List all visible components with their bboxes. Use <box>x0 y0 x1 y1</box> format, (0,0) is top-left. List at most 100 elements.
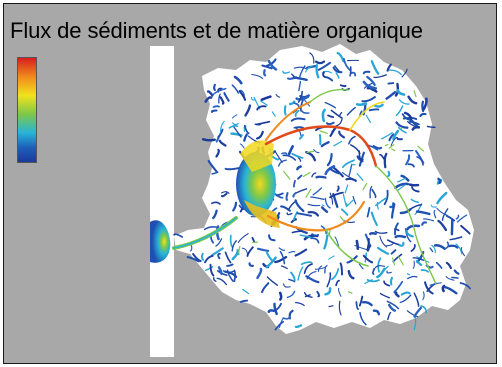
tributary-stream <box>239 143 245 149</box>
tributary-stream <box>413 292 420 307</box>
tributary-stream <box>366 279 380 283</box>
tributary-stream <box>232 122 239 126</box>
tributary-stream <box>424 281 434 295</box>
tributary-stream <box>419 112 427 118</box>
tributary-stream <box>288 250 296 254</box>
tributary-stream <box>297 156 302 162</box>
tributary-stream <box>329 126 337 137</box>
tributary-stream <box>366 244 372 252</box>
tributary-stream <box>239 299 249 303</box>
tributary-stream <box>316 290 321 298</box>
tributary-stream <box>324 265 328 274</box>
reservoir-flux <box>236 152 276 216</box>
tributary-stream <box>405 224 421 231</box>
tributary-stream <box>358 263 364 270</box>
tributary-stream <box>310 237 320 244</box>
tributary-stream <box>338 300 342 316</box>
tributary-stream <box>456 214 468 223</box>
tributary-stream <box>267 59 278 71</box>
tributary-stream <box>322 71 326 78</box>
tributary-stream <box>369 231 377 236</box>
tributary-stream <box>277 159 287 167</box>
tributary-stream <box>230 132 243 137</box>
tributary-stream <box>335 72 340 79</box>
tributary-stream <box>359 311 367 326</box>
tributary-stream <box>215 148 220 158</box>
tributary-stream <box>394 291 400 298</box>
tributary-stream <box>412 260 415 269</box>
tributary-stream <box>294 109 300 117</box>
tributary-stream <box>386 63 392 72</box>
tributary-stream <box>285 192 289 201</box>
tributary-stream <box>445 276 455 281</box>
tributary-stream <box>315 63 320 79</box>
tributary-stream <box>219 120 225 134</box>
tributary-stream <box>374 265 386 269</box>
tributary-stream <box>218 139 227 147</box>
tributary-stream <box>358 295 364 307</box>
tributary-stream <box>215 238 223 247</box>
tributary-stream <box>385 91 397 100</box>
tributary-stream <box>231 84 240 94</box>
tributary-stream <box>392 257 396 266</box>
tributary-stream <box>400 174 410 182</box>
tributary-stream <box>408 183 420 187</box>
tributary-stream <box>313 149 320 154</box>
tributary-stream <box>358 150 364 163</box>
tributary-stream <box>315 175 327 179</box>
tributary-stream <box>377 257 382 273</box>
tributary-stream <box>297 266 304 281</box>
tributary-stream <box>274 320 284 331</box>
tributary-stream <box>386 300 400 310</box>
tributary-stream <box>397 126 407 134</box>
tributary-stream <box>340 208 349 216</box>
tributary-stream <box>373 74 387 79</box>
tributary-stream <box>256 130 264 140</box>
tributary-stream <box>379 292 390 299</box>
tributary-stream <box>297 174 303 180</box>
tributary-stream <box>324 165 336 176</box>
tributary-stream <box>372 145 383 150</box>
tributary-stream <box>210 236 215 244</box>
tributary-stream <box>426 125 436 129</box>
tributary-stream <box>346 255 358 264</box>
tributary-stream <box>309 52 315 64</box>
tributary-stream <box>321 204 325 207</box>
tributary-stream <box>209 263 215 277</box>
tributary-stream <box>323 234 329 250</box>
tributary-stream <box>443 286 458 295</box>
tributary-stream <box>408 120 420 126</box>
tributary-stream <box>387 170 391 178</box>
tributary-stream <box>192 253 202 262</box>
tributary-stream <box>207 159 218 173</box>
tributary-stream <box>223 92 230 102</box>
tributary-stream <box>422 97 428 111</box>
tributary-stream <box>447 244 459 249</box>
tributary-stream <box>251 73 264 80</box>
tributary-stream <box>376 246 390 255</box>
tributary-stream <box>294 324 303 329</box>
tributary-stream <box>356 172 364 181</box>
tributary-stream <box>350 71 357 77</box>
tributary-stream <box>321 108 326 123</box>
tributary-stream <box>248 262 254 267</box>
tributary-stream <box>343 58 352 72</box>
tributary-stream <box>311 233 320 237</box>
tributary-stream <box>288 278 296 283</box>
tributary-stream <box>333 140 343 147</box>
tributary-stream <box>369 185 373 199</box>
tributary-stream <box>274 151 283 163</box>
tributary-stream <box>388 69 402 76</box>
tributary-stream <box>303 263 313 275</box>
tributary-stream <box>332 66 343 74</box>
tributary-stream <box>312 187 323 196</box>
tributary-stream <box>445 261 452 270</box>
tributary-stream <box>238 90 247 101</box>
tributary-stream <box>362 70 371 75</box>
tributary-stream <box>328 167 341 175</box>
tributary-stream <box>282 154 297 161</box>
tributary-stream <box>210 247 224 257</box>
tributary-stream <box>387 303 397 312</box>
tributary-stream <box>373 103 384 108</box>
tributary-stream <box>441 284 446 293</box>
